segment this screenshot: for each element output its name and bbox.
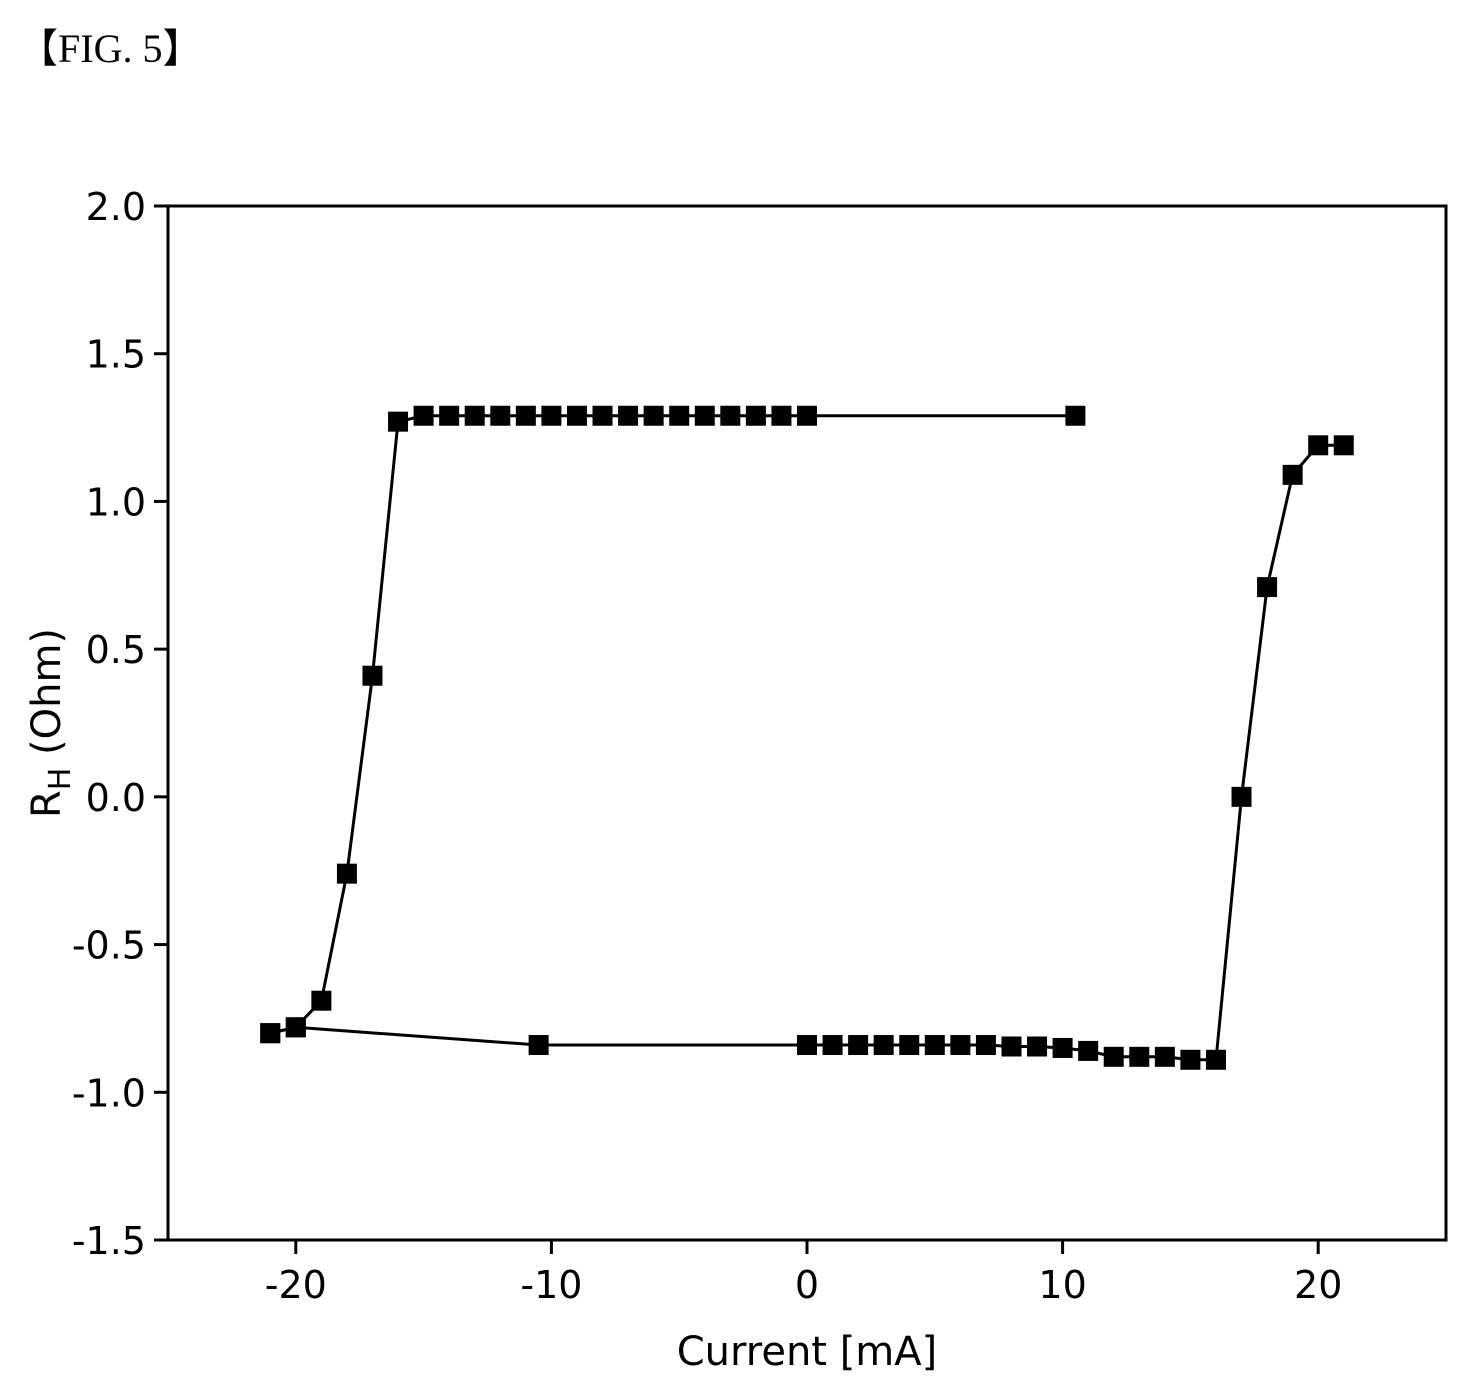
series-line-1 (269, 443, 1344, 1062)
data-point (1257, 577, 1278, 598)
axes (166, 204, 1448, 1242)
data-point (669, 405, 690, 426)
data-point (1282, 464, 1303, 485)
x-tick-label: 0 (795, 1263, 819, 1307)
data-point (950, 1035, 971, 1056)
data-point (260, 1023, 281, 1044)
data-point (975, 1035, 996, 1056)
x-tick-label: 20 (1294, 1263, 1342, 1307)
data-point (745, 405, 766, 426)
data-point (1205, 1049, 1226, 1070)
data-point (362, 665, 383, 686)
data-point (528, 1035, 549, 1056)
data-point (1180, 1049, 1201, 1070)
data-point (899, 1035, 920, 1056)
data-point (797, 1035, 817, 1056)
data-point (1078, 1040, 1099, 1061)
x-tick-label: 10 (1038, 1263, 1086, 1307)
x-tick-label: -10 (520, 1263, 582, 1307)
data-point (541, 405, 562, 426)
x-axis-label: Current [mA] (677, 1329, 938, 1375)
y-axis-label-rest: (Ohm) (24, 628, 70, 768)
y-tick-label: 0.5 (86, 628, 146, 672)
y-tick-label: -0.5 (72, 924, 146, 968)
y-tick-label: 0.0 (86, 776, 146, 820)
data-point (643, 405, 664, 426)
data-point (285, 1017, 306, 1038)
y-ticks: -1.5 -1.0 -0.5 0.0 0.5 1.0 1.5 2.0 (72, 185, 168, 1263)
data-point (694, 405, 715, 426)
y-tick-label: 1.0 (86, 480, 146, 524)
data-point (439, 405, 460, 426)
data-point (1065, 405, 1086, 426)
data-point (464, 405, 485, 426)
data-point (490, 405, 511, 426)
data-point (771, 405, 792, 426)
y-axis-label: RH (Ohm) (24, 628, 78, 818)
y-axis-label-sub: H (43, 768, 78, 791)
data-point (1103, 1046, 1124, 1067)
figure-label: 【FIG. 5】 (18, 26, 203, 71)
series-line-2 (269, 414, 1076, 1035)
data-point (336, 863, 357, 884)
x-ticks: -20 -10 0 10 20 (265, 1240, 1342, 1307)
y-axis-label-main: R (24, 790, 70, 818)
data-point (1129, 1046, 1150, 1067)
data-point (822, 1035, 843, 1056)
data-point (1333, 435, 1354, 456)
data-point (311, 990, 332, 1011)
data-point (797, 405, 817, 426)
data-point (515, 405, 536, 426)
data-point (1027, 1036, 1048, 1057)
plot-frame (166, 204, 1448, 1242)
data-point (924, 1035, 945, 1056)
data-point (618, 405, 639, 426)
y-tick-label: 1.5 (86, 333, 146, 377)
y-tick-label: -1.5 (72, 1219, 146, 1263)
y-tick-label: 2.0 (86, 185, 146, 229)
data-point (873, 1035, 894, 1056)
x-tick-label: -20 (265, 1263, 327, 1307)
y-tick-label: -1.0 (72, 1071, 146, 1115)
data-point (1052, 1037, 1073, 1058)
data-point (1001, 1036, 1022, 1057)
series-layer (260, 405, 1354, 1070)
data-point (720, 405, 741, 426)
data-point (1308, 435, 1329, 456)
data-point (388, 411, 409, 432)
data-point (1231, 786, 1252, 807)
data-point (592, 405, 613, 426)
data-point (848, 1035, 869, 1056)
data-point (1154, 1046, 1175, 1067)
data-point (413, 405, 434, 426)
data-point (566, 405, 587, 426)
